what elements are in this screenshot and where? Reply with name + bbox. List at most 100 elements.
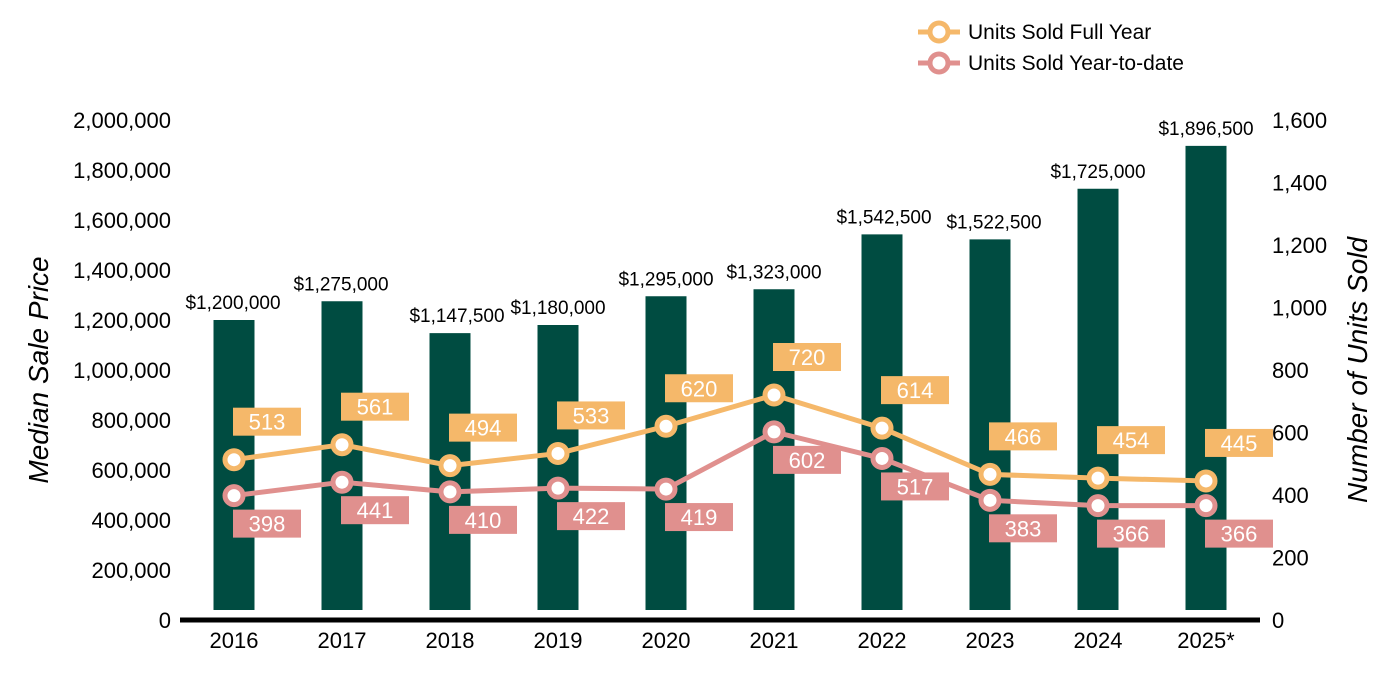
x-tick-label: 2023 (966, 628, 1015, 653)
bar-value-label: $1,147,500 (409, 306, 504, 327)
data-label-box (233, 509, 301, 538)
bar (645, 296, 687, 610)
y-left-tick-label: 200,000 (91, 558, 171, 583)
data-label-box (233, 407, 301, 436)
data-label-box (989, 514, 1057, 543)
data-label-box (1205, 519, 1273, 548)
data-label-box (773, 343, 841, 371)
y-right-tick-label: 600 (1272, 421, 1309, 446)
x-tick-label: 2016 (210, 628, 259, 653)
bar-value-label: $1,725,000 (1050, 162, 1145, 183)
bar-value-label: $1,896,500 (1158, 119, 1253, 140)
data-label: 517 (897, 474, 934, 499)
data-label-box (557, 502, 625, 531)
series-point (222, 448, 246, 472)
data-label-box (665, 374, 733, 403)
data-label: 533 (573, 403, 610, 428)
data-label: 441 (357, 498, 394, 523)
series-point (762, 383, 786, 407)
bar-value-label: $1,542,500 (836, 207, 931, 228)
bar-value-label: $1,180,000 (510, 298, 605, 319)
y-left-tick-label: 1,000,000 (73, 358, 171, 383)
data-label-box (1097, 519, 1165, 548)
y-axis-left-label: Median Sale Price (23, 256, 54, 483)
y-left-tick-label: 800,000 (91, 408, 171, 433)
bar-value-label: $1,200,000 (185, 293, 280, 314)
x-tick-label: 2017 (318, 628, 367, 653)
data-label: 720 (789, 345, 826, 370)
bar-value-label: $1,323,000 (726, 262, 821, 283)
legend-label: Units Sold Full Year (968, 21, 1151, 44)
y-right-tick-label: 200 (1272, 546, 1309, 571)
legend-marker (927, 20, 951, 44)
legend-label: Units Sold Year-to-date (968, 52, 1184, 75)
data-label-box (773, 445, 841, 474)
data-label: 422 (573, 504, 610, 529)
x-tick-label: 2024 (1074, 628, 1123, 653)
series-point (978, 462, 1002, 486)
x-tick-label: 2019 (534, 628, 583, 653)
series-line (233, 392, 1207, 484)
right-axis: 0 200 400 600 800 1,000 1,200 1,400 1,600 (1272, 108, 1327, 633)
y-left-tick-label: 1,600,000 (73, 208, 171, 233)
data-label-box (341, 496, 409, 525)
series-point (438, 454, 462, 478)
series-line (233, 429, 1206, 509)
y-right-tick-label: 400 (1272, 483, 1309, 508)
series-point (1194, 469, 1218, 493)
y-left-tick-label: 600,000 (91, 458, 171, 483)
data-label-box (881, 472, 949, 501)
data-label: 366 (1113, 522, 1150, 547)
data-label: 419 (681, 505, 718, 530)
data-label-box (341, 392, 409, 421)
data-label-box (1205, 428, 1273, 457)
series-point (546, 441, 570, 465)
y-right-tick-label: 0 (1272, 608, 1284, 633)
y-right-tick-label: 1,400 (1272, 171, 1327, 196)
data-label: 620 (681, 376, 718, 401)
x-tick-label: 2018 (426, 628, 475, 653)
series-point (222, 484, 246, 508)
y-left-tick-label: 1,800,000 (73, 158, 171, 183)
data-label-box (1097, 426, 1165, 455)
data-label-box (881, 376, 949, 405)
series-point (870, 416, 894, 440)
data-label: 410 (465, 508, 502, 533)
x-tick-label: 2022 (858, 628, 907, 653)
series-point (654, 414, 678, 438)
series-point (330, 433, 354, 457)
data-label: 466 (1005, 424, 1042, 449)
left-axis: 0 200,000 400,000 600,000 800,000 1,000,000 1,… (73, 108, 171, 633)
x-tick-label: 2021 (750, 628, 799, 653)
bar (537, 325, 579, 610)
x-axis: 2016 2017 2018 2019 2020 2021 2022 2023 2024 2025… (210, 628, 1236, 653)
series-point (1086, 494, 1110, 518)
y-right-tick-label: 1,000 (1272, 296, 1327, 321)
lines: 513 561 494 533 620 720 614 466 454 445 398 441 410 4… (222, 343, 1273, 548)
legend-marker (927, 51, 951, 75)
series-point (870, 446, 894, 470)
bar-labels: $1,200,000 $1,275,000 $1,147,500 $1,180,000… (185, 119, 1253, 327)
x-tick-label: 2025* (1177, 628, 1235, 653)
series-point (330, 470, 354, 494)
data-label: 602 (789, 448, 826, 473)
data-label: 513 (249, 410, 286, 435)
y-right-tick-label: 1,600 (1272, 108, 1327, 133)
data-label-box (449, 413, 517, 442)
data-label: 494 (465, 416, 502, 441)
data-label-box (665, 503, 733, 532)
data-label: 398 (249, 512, 286, 537)
series-point (762, 420, 786, 444)
data-label: 614 (897, 378, 934, 403)
bar-value-label: $1,295,000 (618, 269, 713, 290)
series-point (1086, 466, 1110, 490)
series-point (654, 477, 678, 501)
y-left-tick-label: 400,000 (91, 508, 171, 533)
data-label: 454 (1113, 428, 1150, 453)
legend: Units Sold Full Year Units Sold Year-to-d… (918, 20, 1184, 75)
y-left-tick-label: 0 (159, 608, 171, 633)
data-label: 561 (357, 395, 394, 420)
data-label-box (989, 422, 1057, 451)
y-left-tick-label: 1,200,000 (73, 308, 171, 333)
